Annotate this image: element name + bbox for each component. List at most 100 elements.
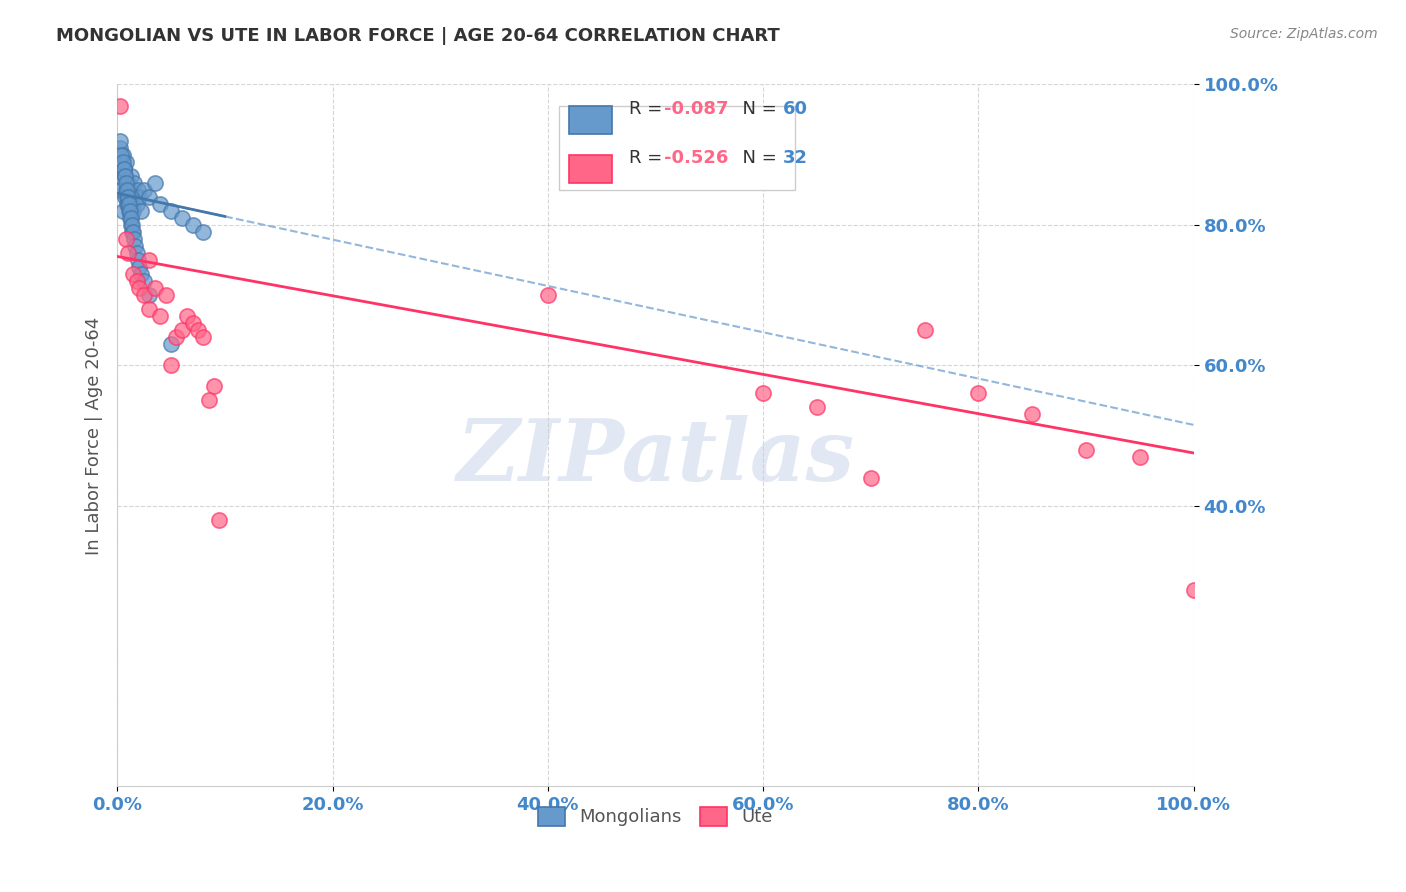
Mongolians — [110, 147, 132, 161]
Mongolians — [112, 161, 135, 176]
Ute — [114, 232, 136, 246]
Text: 60: 60 — [783, 100, 807, 118]
Mongolians — [138, 190, 160, 204]
Mongolians — [193, 225, 215, 239]
Legend: Mongolians, Ute: Mongolians, Ute — [531, 800, 780, 834]
Text: MONGOLIAN VS UTE IN LABOR FORCE | AGE 20-64 CORRELATION CHART: MONGOLIAN VS UTE IN LABOR FORCE | AGE 20… — [56, 27, 780, 45]
Mongolians — [114, 176, 136, 190]
Mongolians — [124, 232, 146, 246]
FancyBboxPatch shape — [569, 154, 613, 183]
Mongolians — [121, 196, 143, 211]
Mongolians — [115, 183, 138, 197]
Ute — [1076, 442, 1098, 457]
Mongolians — [127, 252, 149, 267]
Mongolians — [128, 260, 150, 274]
Mongolians — [120, 203, 142, 218]
FancyBboxPatch shape — [569, 105, 613, 134]
Mongolians — [111, 154, 134, 169]
Mongolians — [138, 288, 160, 302]
Mongolians — [120, 169, 142, 183]
Text: -0.526: -0.526 — [664, 149, 728, 167]
Mongolians — [120, 218, 142, 232]
Ute — [110, 98, 132, 112]
Mongolians — [110, 140, 132, 154]
Text: R =: R = — [628, 149, 668, 167]
Mongolians — [132, 274, 155, 288]
Ute — [122, 267, 145, 281]
Mongolians — [121, 225, 143, 239]
Mongolians — [118, 183, 141, 197]
Y-axis label: In Labor Force | Age 20-64: In Labor Force | Age 20-64 — [86, 317, 103, 555]
Ute — [138, 252, 160, 267]
Ute — [208, 513, 231, 527]
Mongolians — [112, 161, 135, 176]
Mongolians — [117, 176, 139, 190]
Ute — [859, 470, 882, 484]
Text: R =: R = — [628, 100, 668, 118]
Mongolians — [160, 337, 183, 351]
Mongolians — [132, 183, 155, 197]
Ute — [1021, 408, 1043, 422]
Mongolians — [111, 203, 134, 218]
Mongolians — [128, 190, 150, 204]
Mongolians — [114, 169, 136, 183]
Mongolians — [129, 203, 152, 218]
Mongolians — [143, 176, 166, 190]
Mongolians — [170, 211, 193, 225]
Text: ZIPatlas: ZIPatlas — [457, 415, 855, 499]
Mongolians — [112, 161, 135, 176]
Mongolians — [115, 190, 138, 204]
Mongolians — [120, 190, 142, 204]
Mongolians — [117, 196, 139, 211]
Ute — [537, 288, 560, 302]
Mongolians — [114, 190, 136, 204]
Ute — [143, 281, 166, 295]
Ute — [125, 274, 148, 288]
Mongolians — [117, 190, 139, 204]
Ute — [170, 323, 193, 337]
Ute — [806, 401, 828, 415]
Ute — [138, 302, 160, 317]
Mongolians — [122, 225, 145, 239]
Mongolians — [124, 176, 146, 190]
Ute — [128, 281, 150, 295]
Mongolians — [127, 183, 149, 197]
Ute — [914, 323, 936, 337]
Mongolians — [129, 267, 152, 281]
Text: 32: 32 — [783, 149, 807, 167]
Ute — [165, 330, 187, 344]
Ute — [752, 386, 775, 401]
Text: N =: N = — [731, 100, 782, 118]
Mongolians — [110, 183, 132, 197]
Ute — [967, 386, 990, 401]
Mongolians — [120, 211, 142, 225]
Mongolians — [108, 169, 131, 183]
Mongolians — [118, 196, 141, 211]
Text: -0.087: -0.087 — [664, 100, 728, 118]
Mongolians — [114, 154, 136, 169]
Ute — [181, 316, 204, 330]
Ute — [132, 288, 155, 302]
Ute — [187, 323, 209, 337]
Ute — [1129, 450, 1152, 464]
Text: Source: ZipAtlas.com: Source: ZipAtlas.com — [1230, 27, 1378, 41]
Mongolians — [120, 211, 142, 225]
Mongolians — [115, 196, 138, 211]
Mongolians — [124, 190, 146, 204]
Mongolians — [118, 203, 141, 218]
Ute — [202, 379, 225, 393]
Ute — [117, 246, 139, 260]
Mongolians — [122, 203, 145, 218]
Mongolians — [149, 196, 172, 211]
Ute — [193, 330, 215, 344]
Ute — [176, 309, 198, 323]
Mongolians — [114, 183, 136, 197]
Ute — [1182, 582, 1205, 597]
Mongolians — [160, 203, 183, 218]
Ute — [160, 358, 183, 372]
Text: N =: N = — [731, 149, 782, 167]
Ute — [155, 288, 177, 302]
Mongolians — [125, 196, 148, 211]
Ute — [197, 393, 219, 408]
Mongolians — [110, 134, 132, 148]
